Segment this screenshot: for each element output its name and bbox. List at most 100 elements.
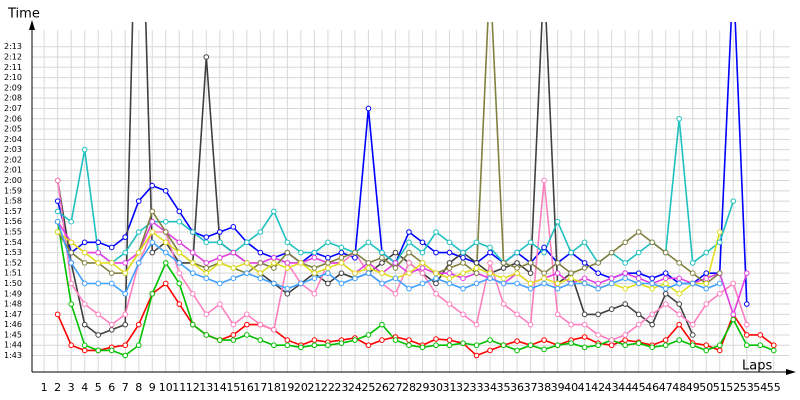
y-tick-label: 1:59 xyxy=(4,186,22,195)
lap-point xyxy=(676,337,683,343)
x-tick-label: 19 xyxy=(280,381,294,394)
lap-point xyxy=(676,275,683,282)
lap-point xyxy=(541,280,547,287)
lap-point xyxy=(622,342,628,349)
x-tick-label: 41 xyxy=(578,381,592,394)
lap-point xyxy=(176,239,183,246)
lap-point xyxy=(365,342,372,349)
lap-point xyxy=(757,342,764,349)
lap-point xyxy=(635,229,642,235)
lap-point xyxy=(676,311,683,318)
lap-point xyxy=(244,321,250,328)
y-axis-arrow xyxy=(29,20,35,30)
lap-point xyxy=(514,338,520,344)
lap-point xyxy=(135,229,142,235)
lap-point xyxy=(730,311,737,318)
lap-point xyxy=(568,270,574,276)
lap-point xyxy=(379,321,385,328)
x-tick-label: 10 xyxy=(159,381,173,394)
y-tick-label: 1:47 xyxy=(4,310,22,319)
lap-point xyxy=(662,342,669,349)
lap-point xyxy=(635,311,642,318)
lap-point xyxy=(392,275,399,282)
lap-point xyxy=(284,337,291,343)
lap-point xyxy=(554,270,561,276)
lap-point xyxy=(365,105,372,112)
lap-point xyxy=(95,249,102,256)
lap-point xyxy=(689,332,696,338)
lap-point xyxy=(446,265,453,271)
lap-point xyxy=(230,275,237,282)
lap-point xyxy=(54,198,61,204)
lap-point xyxy=(595,311,601,318)
lap-point xyxy=(541,249,547,256)
y-tick-label: 1:58 xyxy=(4,197,22,206)
x-tick-label: 9 xyxy=(149,381,156,394)
lap-point xyxy=(244,260,250,266)
y-tick-label: 1:46 xyxy=(4,320,22,329)
lap-point xyxy=(122,260,129,266)
lap-point xyxy=(149,229,156,235)
lap-point xyxy=(95,260,102,266)
lap-point xyxy=(446,301,453,307)
lap-point xyxy=(568,321,574,328)
y-tick-label: 1:43 xyxy=(4,351,22,360)
lap-point xyxy=(230,224,237,230)
lap-point xyxy=(460,311,466,318)
lap-point xyxy=(473,352,480,359)
lap-point xyxy=(298,249,304,256)
lap-point xyxy=(122,234,129,240)
lap-point xyxy=(446,249,453,256)
lap-point xyxy=(514,260,520,266)
lap-point xyxy=(487,337,493,343)
lap-point xyxy=(689,280,696,287)
lap-point xyxy=(446,260,453,266)
lap-point xyxy=(703,301,710,307)
y-tick-label: 1:48 xyxy=(4,300,22,309)
lap-point xyxy=(311,275,318,282)
lap-point xyxy=(541,275,547,282)
lap-point xyxy=(203,54,210,60)
lap-point xyxy=(135,249,142,256)
lap-point xyxy=(176,208,183,215)
y-tick-label: 1:53 xyxy=(4,248,22,257)
lap-point xyxy=(81,301,88,307)
y-tick-label: 2:11 xyxy=(4,63,22,72)
lap-point xyxy=(662,285,669,292)
y-tick-label: 2:02 xyxy=(4,155,22,164)
x-tick-label: 20 xyxy=(294,381,308,394)
lap-point xyxy=(527,321,534,328)
x-tick-label: 37 xyxy=(524,381,538,394)
x-tick-label: 44 xyxy=(618,381,632,394)
lap-point xyxy=(554,280,561,287)
y-tick-label: 2:09 xyxy=(4,83,22,92)
lap-point xyxy=(716,229,723,235)
lap-point xyxy=(419,280,426,287)
lap-point xyxy=(433,290,439,297)
lap-point xyxy=(325,270,331,276)
lap-point xyxy=(122,249,129,256)
y-tick-label: 2:01 xyxy=(4,166,22,175)
x-tick-label: 40 xyxy=(564,381,578,394)
lap-point xyxy=(676,301,683,307)
lap-point xyxy=(541,270,547,276)
lap-point xyxy=(95,332,102,338)
lap-point xyxy=(68,260,74,266)
lap-point xyxy=(54,177,61,184)
x-tick-label: 2 xyxy=(54,381,61,394)
lap-point xyxy=(257,321,264,328)
lap-point xyxy=(95,239,102,246)
lap-point xyxy=(581,275,588,282)
lap-point xyxy=(203,260,210,266)
lap-point xyxy=(608,306,615,313)
x-tick-label: 1 xyxy=(41,381,48,394)
lap-point xyxy=(149,290,156,297)
x-tick-label: 46 xyxy=(645,381,659,394)
lap-point xyxy=(81,260,88,266)
x-tick-label: 42 xyxy=(591,381,605,394)
lap-point xyxy=(257,270,264,276)
lap-point xyxy=(433,249,439,256)
lap-point xyxy=(500,275,507,282)
lap-point xyxy=(338,254,345,261)
lap-point xyxy=(581,344,588,351)
